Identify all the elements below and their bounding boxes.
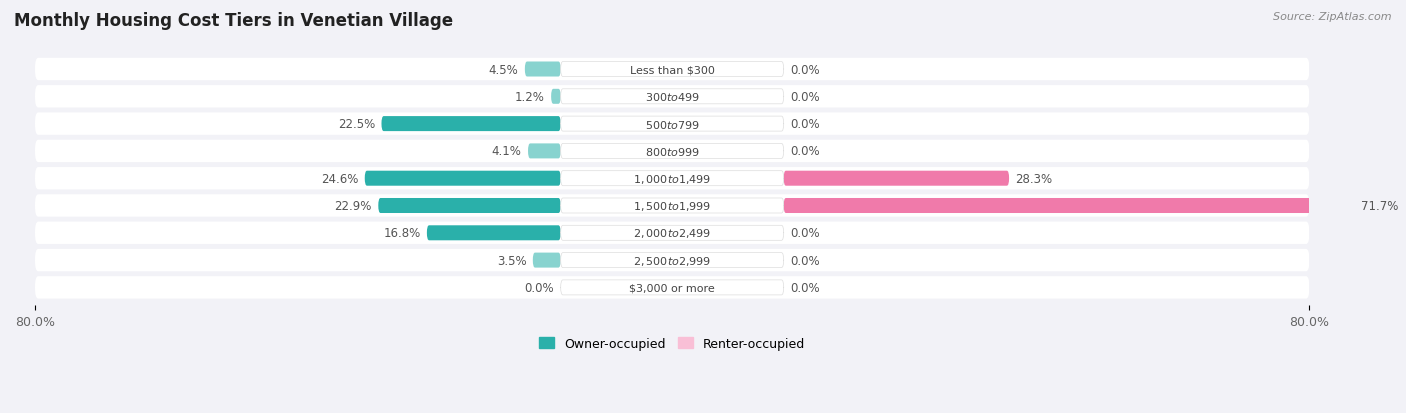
FancyBboxPatch shape (561, 90, 783, 104)
Text: 0.0%: 0.0% (790, 145, 820, 158)
Text: 24.6%: 24.6% (321, 172, 359, 185)
Text: 71.7%: 71.7% (1361, 199, 1399, 212)
FancyBboxPatch shape (561, 253, 783, 268)
Text: 0.0%: 0.0% (790, 90, 820, 104)
FancyBboxPatch shape (35, 222, 1309, 244)
FancyBboxPatch shape (35, 168, 1309, 190)
FancyBboxPatch shape (561, 280, 783, 295)
FancyBboxPatch shape (533, 253, 561, 268)
FancyBboxPatch shape (35, 140, 1309, 163)
Text: $1,500 to $1,999: $1,500 to $1,999 (633, 199, 711, 212)
Text: $800 to $999: $800 to $999 (645, 145, 700, 157)
FancyBboxPatch shape (529, 144, 561, 159)
Text: 22.5%: 22.5% (337, 118, 375, 131)
Text: 0.0%: 0.0% (790, 63, 820, 76)
Text: 4.5%: 4.5% (489, 63, 519, 76)
Text: 16.8%: 16.8% (384, 227, 420, 240)
FancyBboxPatch shape (35, 113, 1309, 135)
FancyBboxPatch shape (561, 144, 783, 159)
Text: 3.5%: 3.5% (496, 254, 526, 267)
FancyBboxPatch shape (35, 277, 1309, 299)
Text: $300 to $499: $300 to $499 (645, 91, 700, 103)
FancyBboxPatch shape (427, 226, 561, 241)
FancyBboxPatch shape (783, 199, 1355, 214)
Text: Source: ZipAtlas.com: Source: ZipAtlas.com (1274, 12, 1392, 22)
FancyBboxPatch shape (783, 171, 1010, 186)
Text: 0.0%: 0.0% (790, 254, 820, 267)
FancyBboxPatch shape (35, 195, 1309, 217)
Text: Less than $300: Less than $300 (630, 65, 714, 75)
FancyBboxPatch shape (561, 171, 783, 186)
FancyBboxPatch shape (364, 171, 561, 186)
FancyBboxPatch shape (561, 117, 783, 132)
Text: $2,500 to $2,999: $2,500 to $2,999 (633, 254, 711, 267)
Text: 4.1%: 4.1% (492, 145, 522, 158)
Text: 28.3%: 28.3% (1015, 172, 1053, 185)
FancyBboxPatch shape (35, 249, 1309, 272)
FancyBboxPatch shape (561, 226, 783, 241)
FancyBboxPatch shape (378, 199, 561, 214)
Text: $500 to $799: $500 to $799 (645, 118, 700, 130)
Text: 0.0%: 0.0% (790, 227, 820, 240)
Text: Monthly Housing Cost Tiers in Venetian Village: Monthly Housing Cost Tiers in Venetian V… (14, 12, 453, 30)
FancyBboxPatch shape (561, 199, 783, 214)
Text: 1.2%: 1.2% (515, 90, 544, 104)
Text: $1,000 to $1,499: $1,000 to $1,499 (633, 172, 711, 185)
Text: 0.0%: 0.0% (790, 118, 820, 131)
FancyBboxPatch shape (551, 90, 561, 104)
Text: 22.9%: 22.9% (335, 199, 373, 212)
Text: 0.0%: 0.0% (524, 281, 554, 294)
FancyBboxPatch shape (35, 59, 1309, 81)
Text: 0.0%: 0.0% (790, 281, 820, 294)
FancyBboxPatch shape (561, 62, 783, 77)
FancyBboxPatch shape (524, 62, 561, 77)
Text: $3,000 or more: $3,000 or more (630, 283, 716, 293)
Legend: Owner-occupied, Renter-occupied: Owner-occupied, Renter-occupied (534, 332, 810, 355)
Text: $2,000 to $2,499: $2,000 to $2,499 (633, 227, 711, 240)
FancyBboxPatch shape (35, 86, 1309, 108)
FancyBboxPatch shape (381, 117, 561, 132)
